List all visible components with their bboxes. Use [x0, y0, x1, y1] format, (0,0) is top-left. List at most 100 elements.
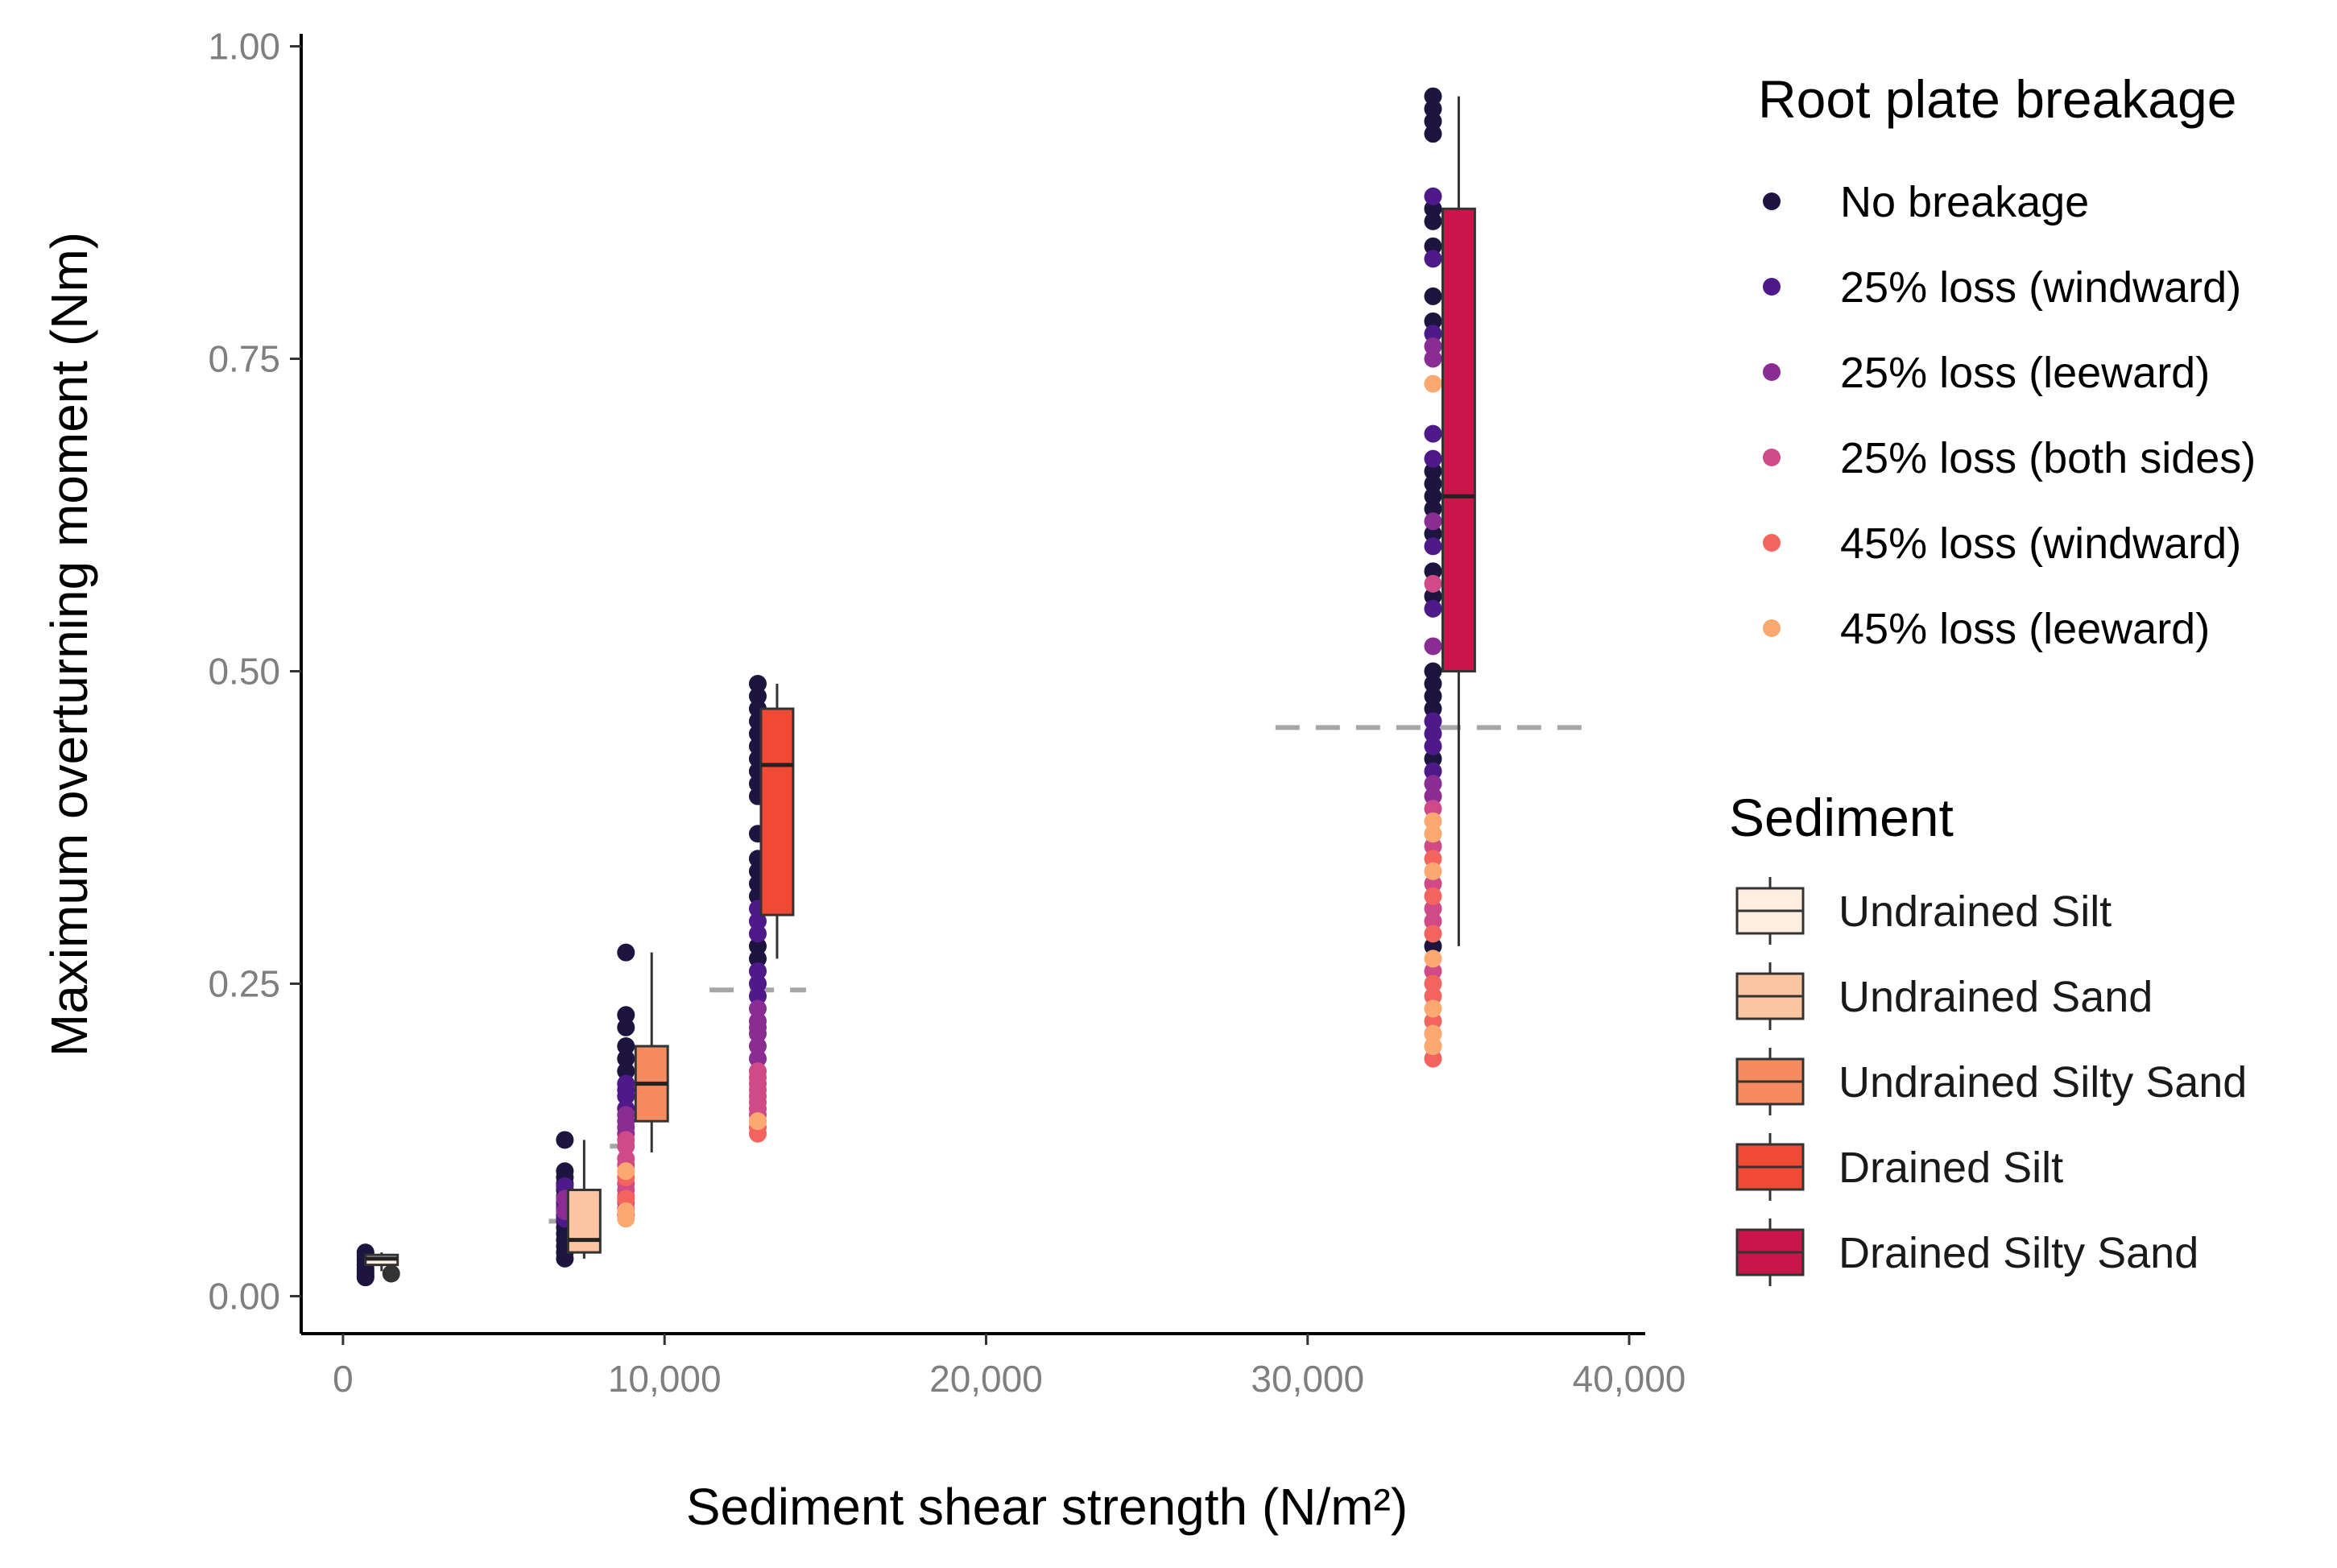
data-point: [1424, 900, 1442, 918]
data-point: [1424, 949, 1442, 968]
data-point: [1424, 750, 1442, 768]
data-point: [1424, 537, 1442, 556]
x-tick-label: 0: [333, 1358, 354, 1400]
data-point: [1424, 1012, 1442, 1031]
data-point: [748, 675, 767, 693]
data-point: [1424, 599, 1442, 618]
data-point: [1424, 999, 1442, 1018]
data-point: [748, 987, 767, 1005]
data-point: [748, 962, 767, 980]
y-tick-label: 0.50: [208, 650, 280, 692]
data-point: [1424, 374, 1442, 393]
data-point: [1424, 800, 1442, 818]
data-point: [1424, 350, 1442, 368]
data-point: [1424, 675, 1442, 693]
data-point: [1424, 487, 1442, 506]
legend-label: Undrained Silt: [1839, 887, 2112, 936]
data-point: [617, 943, 635, 962]
legend-label: Drained Silty Sand: [1839, 1229, 2198, 1277]
data-point: [1424, 700, 1442, 718]
data-point: [617, 1037, 635, 1056]
legend-key-dot: [1763, 619, 1781, 637]
data-point: [356, 1268, 374, 1287]
legend-label: Drained Silt: [1839, 1144, 2063, 1192]
data-point: [1424, 725, 1442, 743]
x-tick-label: 20,000: [929, 1358, 1043, 1400]
data-point: [748, 937, 767, 955]
legend-key-dot: [1763, 363, 1781, 381]
data-point: [1424, 987, 1442, 1005]
data-point: [1424, 912, 1442, 930]
sediment-legend: Sediment Undrained Silt Undrained Sand Und…: [1729, 788, 2247, 1286]
legend-key-dot: [1763, 278, 1781, 296]
data-point: [1424, 100, 1442, 118]
data-point: [748, 1049, 767, 1068]
legend-label: 45% loss (windward): [1840, 519, 2241, 568]
y-tick-label: 0.00: [208, 1275, 280, 1317]
data-point: [556, 1249, 574, 1268]
data-point: [748, 1124, 767, 1143]
data-point: [748, 925, 767, 943]
data-point: [748, 1037, 767, 1056]
data-point: [1424, 1024, 1442, 1043]
data-point: [1424, 562, 1442, 581]
outlier-point: [382, 1264, 400, 1283]
data-point: [1424, 712, 1442, 730]
legend-label: 25% loss (both sides): [1840, 434, 2256, 482]
data-point: [748, 687, 767, 705]
data-point: [1424, 937, 1442, 955]
data-point: [1424, 850, 1442, 868]
legend-label: 25% loss (windward): [1840, 263, 2241, 312]
data-point: [1424, 737, 1442, 755]
data-point: [748, 1024, 767, 1043]
data-point: [1424, 775, 1442, 793]
data-point: [556, 1131, 574, 1149]
breakage-legend: Root plate breakage No breakage 25% loss …: [1758, 69, 2256, 653]
data-point: [1424, 574, 1442, 593]
data-point: [1424, 925, 1442, 943]
legend-key-dot: [1763, 534, 1781, 552]
data-point: [1424, 1049, 1442, 1068]
data-point: [748, 974, 767, 993]
legend-label: Undrained Sand: [1839, 973, 2153, 1021]
data-point: [748, 912, 767, 930]
data-point: [1424, 287, 1442, 305]
data-point: [617, 1087, 635, 1106]
legend-label: 25% loss (leeward): [1840, 349, 2210, 397]
y-tick-label: 1.00: [208, 26, 280, 68]
data-point: [1424, 449, 1442, 468]
legend-label: No breakage: [1840, 178, 2089, 226]
data-point: [1424, 187, 1442, 205]
box-iqr: [566, 1189, 602, 1254]
data-point: [1424, 875, 1442, 893]
data-point: [1424, 312, 1442, 330]
data-point: [617, 1018, 635, 1036]
breakage-legend-title: Root plate breakage: [1758, 69, 2236, 129]
data-point: [1424, 237, 1442, 255]
data-point: [1424, 212, 1442, 230]
data-point: [1424, 787, 1442, 805]
plot-area: [356, 87, 1591, 1287]
data-point: [1424, 762, 1442, 780]
data-point: [617, 1137, 635, 1156]
data-point: [1424, 974, 1442, 993]
box-iqr: [759, 707, 795, 916]
data-point: [1424, 887, 1442, 905]
x-tick-label: 30,000: [1251, 1358, 1364, 1400]
data-point: [1424, 499, 1442, 518]
x-tick-label: 10,000: [608, 1358, 722, 1400]
legend-label: 45% loss (leeward): [1840, 605, 2210, 653]
data-point: [1424, 587, 1442, 606]
data-point: [1424, 662, 1442, 681]
data-point: [1424, 825, 1442, 843]
sediment-legend-title: Sediment: [1729, 788, 1954, 847]
data-point: [1424, 862, 1442, 880]
y-axis-title: Maximum overturning moment (Nm): [40, 232, 98, 1057]
data-point: [1424, 462, 1442, 481]
data-point: [617, 1062, 635, 1081]
box-iqr: [1441, 207, 1476, 672]
legend-key-dot: [1763, 192, 1781, 210]
data-point: [748, 949, 767, 968]
